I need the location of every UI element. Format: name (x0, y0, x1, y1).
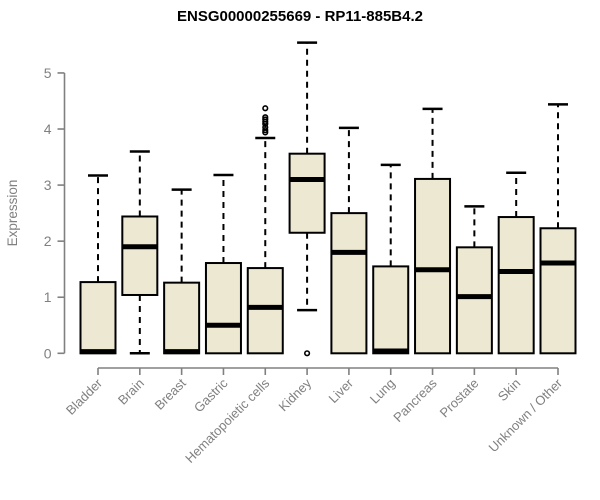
iqr-box-prostate (455, 246, 493, 355)
box-prostate (455, 205, 493, 355)
axes-group: 0 1 2 3 4 5 (44, 65, 559, 375)
box-skin (497, 171, 535, 355)
iqr-box-pancreas (414, 177, 452, 355)
box-hematopoietic-cells (246, 105, 284, 355)
x-tick-label-liver: Liver (325, 375, 356, 406)
outlier-point-hematopoietic-cells (262, 120, 269, 128)
iqr-box-liver (330, 212, 368, 355)
y-tick-label-0: 0 (44, 345, 52, 361)
y-tick-label-2: 2 (44, 233, 52, 249)
iqr-box-unknown-other (539, 227, 577, 355)
box-gastric (204, 173, 242, 355)
outlier-point-hematopoietic-cells (262, 127, 269, 134)
iqr-box-gastric (204, 262, 242, 355)
x-tick-label-bladder: Bladder (63, 375, 106, 418)
iqr-box-lung (372, 265, 410, 355)
iqr-box-kidney (288, 152, 326, 234)
x-tick-label-pancreas: Pancreas (390, 375, 440, 425)
x-tick-label-prostate: Prostate (437, 376, 482, 421)
x-tick-label-breast: Breast (152, 375, 189, 412)
box-pancreas (414, 107, 452, 355)
box-bladder (79, 174, 117, 355)
box-liver (330, 126, 368, 355)
iqr-box-brain (121, 215, 159, 296)
x-tick-label-gastric: Gastric (191, 375, 231, 415)
chart-title: ENSG00000255669 - RP11-885B4.2 (177, 8, 423, 25)
iqr-box-breast (163, 281, 201, 355)
outlier-point-hematopoietic-cells (262, 129, 269, 136)
x-tick-label-brain: Brain (115, 376, 147, 408)
box-unknown-other (539, 103, 577, 355)
box-breast (163, 188, 201, 355)
box-brain (121, 150, 159, 355)
y-tick-label-4: 4 (44, 121, 52, 137)
box-lung (372, 163, 410, 355)
outlier-point-kidney (303, 350, 311, 357)
iqr-box-hematopoietic-cells (246, 267, 284, 355)
y-tick-label-1: 1 (44, 289, 52, 305)
y-tick-label-3: 3 (44, 177, 52, 193)
iqr-box-skin (497, 216, 535, 355)
boxes-group (79, 41, 577, 357)
x-tick-label-kidney: Kidney (275, 375, 314, 414)
outlier-point-hematopoietic-cells (262, 118, 269, 125)
x-tick-label-lung: Lung (367, 376, 398, 407)
x-tick-label-unknown-other: Unknown / Other (486, 375, 566, 455)
y-tick-label-5: 5 (44, 65, 52, 81)
y-axis-label: Expression (5, 180, 20, 247)
x-tick-label-skin: Skin (495, 376, 523, 404)
iqr-box-bladder (79, 281, 117, 355)
box-kidney (288, 41, 326, 357)
outlier-point-hematopoietic-cells (262, 105, 269, 112)
